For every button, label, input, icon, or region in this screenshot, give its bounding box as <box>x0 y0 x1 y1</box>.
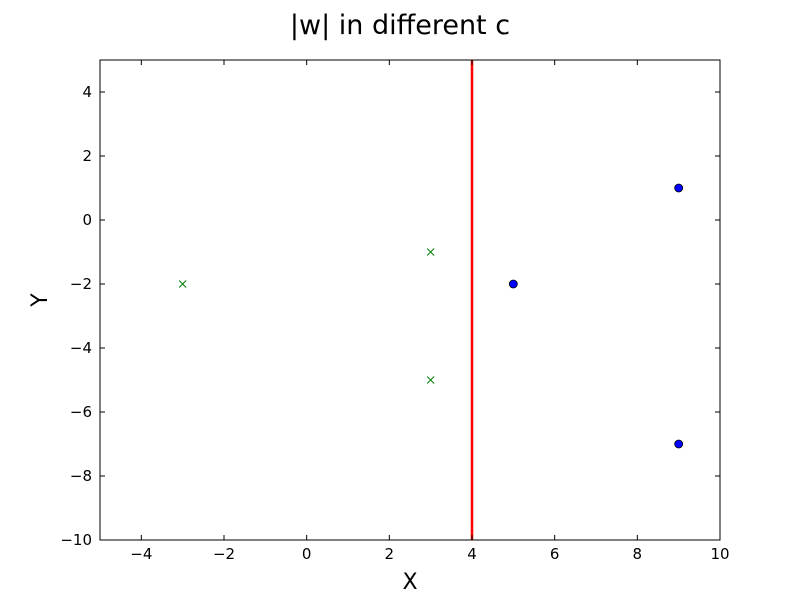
y-axis-label: Y <box>28 293 53 308</box>
y-tick-label: 4 <box>82 83 92 101</box>
x-tick-label: 10 <box>710 545 729 563</box>
x-marker-point <box>178 280 187 288</box>
y-tick-label: 2 <box>82 147 92 165</box>
y-tick-label: −2 <box>70 275 92 293</box>
plot-area: −4 −2 0 2 4 6 8 10 −10 −8 −6 −4 −2 0 2 4 <box>60 59 730 563</box>
circle-marker-point <box>674 439 684 449</box>
x-tick-label: 0 <box>302 545 312 563</box>
x-tick-label: 2 <box>385 545 395 563</box>
circle-marker-point <box>674 183 684 193</box>
y-tick-label: −4 <box>70 339 92 357</box>
x-tick-label: 4 <box>467 545 477 563</box>
y-tick-label: −8 <box>70 467 92 485</box>
x-tick-label: 6 <box>550 545 560 563</box>
x-marker-point <box>426 376 435 384</box>
circle-marker-point <box>508 279 518 289</box>
x-axis-label: X <box>402 570 417 595</box>
y-tick-label: 0 <box>82 211 92 229</box>
x-tick-label: 8 <box>633 545 643 563</box>
plot-frame <box>99 59 721 541</box>
chart-title: |w| in different c <box>290 10 510 41</box>
y-tick-label: −6 <box>70 403 92 421</box>
x-marker-point <box>426 248 435 256</box>
x-tick-label: −2 <box>213 545 235 563</box>
y-tick-label: −10 <box>60 531 92 549</box>
x-tick-label: −4 <box>130 545 152 563</box>
